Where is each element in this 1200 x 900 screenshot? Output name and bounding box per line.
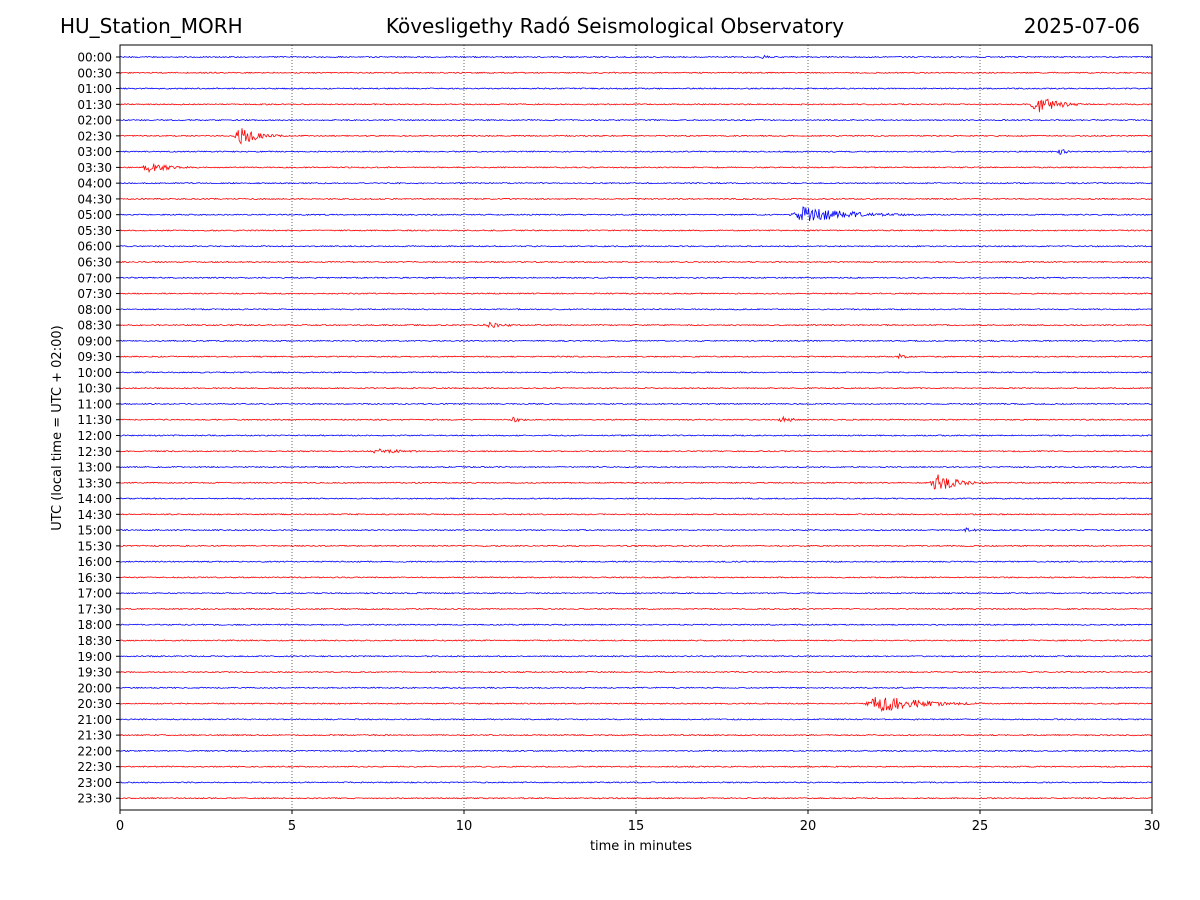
trace-1100 [119, 402, 1153, 406]
y-tick-label: 19:30 [77, 666, 112, 680]
trace-2300 [119, 781, 1153, 784]
y-tick-label: 14:30 [77, 508, 112, 522]
trace-1830 [119, 639, 1153, 642]
y-tick-label: 10:30 [77, 382, 112, 396]
y-tick-label: 12:30 [77, 445, 112, 459]
y-tick-label: 04:00 [77, 177, 112, 191]
y-tick-label: 17:00 [77, 587, 112, 601]
y-tick-label: 22:00 [77, 744, 112, 758]
trace-0930 [119, 352, 1153, 360]
y-tick-label: 17:30 [77, 602, 112, 616]
trace-0700 [119, 276, 1153, 279]
trace-2030 [119, 696, 1153, 713]
y-tick-label: 22:30 [77, 760, 112, 774]
y-tick-label: 03:30 [77, 161, 112, 175]
x-axis-label: time in minutes [590, 839, 692, 854]
trace-1900 [119, 655, 1153, 658]
trace-1630 [119, 576, 1153, 579]
y-tick-label: 14:00 [77, 492, 112, 506]
trace-1700 [119, 591, 1153, 595]
y-tick-label: 09:00 [77, 334, 112, 348]
station-name: HU_Station_MORH [60, 14, 243, 38]
y-tick-label: 15:00 [77, 524, 112, 538]
trace-0530 [119, 229, 1153, 232]
plot-date: 2025-07-06 [1023, 14, 1140, 38]
y-axis-label: UTC (local time = UTC + 02:00) [50, 325, 65, 530]
y-tick-label: 08:30 [77, 319, 112, 333]
y-tick-label: 23:30 [77, 792, 112, 806]
trace-2230 [119, 765, 1153, 768]
y-tick-label: 00:30 [77, 66, 112, 80]
y-tick-label: 13:00 [77, 461, 112, 475]
trace-0100 [119, 87, 1153, 90]
trace-0500 [119, 206, 1153, 222]
y-tick-label: 16:00 [77, 555, 112, 569]
x-axis: 0 5 10 15 20 25 30 [116, 810, 1160, 834]
x-tick-label: 10 [456, 819, 473, 834]
y-tick-label: 04:30 [77, 192, 112, 206]
trace-2100 [119, 718, 1153, 721]
trace-0330 [119, 163, 1153, 174]
y-tick-label: 16:30 [77, 571, 112, 585]
x-tick-label: 0 [116, 819, 124, 834]
y-tick-label: 02:00 [77, 114, 112, 128]
y-tick-label: 18:00 [77, 618, 112, 632]
y-tick-label: 00:00 [77, 51, 112, 65]
y-tick-label: 12:00 [77, 429, 112, 443]
y-tick-label: 02:30 [77, 129, 112, 143]
trace-0300 [119, 149, 1153, 156]
y-tick-label: 20:00 [77, 681, 112, 695]
trace-1530 [119, 544, 1153, 548]
x-tick-label: 25 [972, 819, 989, 834]
y-tick-label: 13:30 [77, 476, 112, 490]
trace-1300 [119, 465, 1153, 469]
y-tick-label: 05:00 [77, 208, 112, 222]
y-tick-label: 06:00 [77, 240, 112, 254]
trace-0730 [119, 292, 1153, 295]
y-tick-label: 05:30 [77, 224, 112, 238]
trace-0130 [119, 98, 1153, 113]
x-tick-label: 20 [800, 819, 817, 834]
grid-group [291, 45, 981, 810]
trace-1500 [119, 527, 1153, 533]
y-tick-label: 19:00 [77, 650, 112, 664]
y-tick-label: 01:30 [77, 98, 112, 112]
y-tick-label: 21:30 [77, 729, 112, 743]
y-tick-label: 01:00 [77, 82, 112, 96]
x-tick-label: 30 [1144, 819, 1161, 834]
y-tick-label: 03:00 [77, 145, 112, 159]
y-tick-label: 06:30 [77, 256, 112, 270]
y-tick-label: 18:30 [77, 634, 112, 648]
x-tick-label: 5 [288, 819, 296, 834]
y-tick-label: 07:30 [77, 287, 112, 301]
y-tick-label: 08:00 [77, 303, 112, 317]
observatory-title: Kövesligethy Radó Seismological Observat… [385, 14, 845, 38]
y-tick-label: 11:30 [77, 413, 112, 427]
x-tick-label: 15 [628, 819, 645, 834]
trace-1230 [119, 448, 1153, 454]
y-tick-label: 20:30 [77, 697, 112, 711]
y-tick-label: 10:00 [77, 366, 112, 380]
trace-0900 [119, 339, 1153, 343]
y-tick-label: 23:00 [77, 776, 112, 790]
y-tick-label: 09:30 [77, 350, 112, 364]
y-tick-label: 07:00 [77, 271, 112, 285]
y-tick-label: 21:00 [77, 713, 112, 727]
y-tick-label: 15:30 [77, 539, 112, 553]
y-tick-label: 11:00 [77, 397, 112, 411]
